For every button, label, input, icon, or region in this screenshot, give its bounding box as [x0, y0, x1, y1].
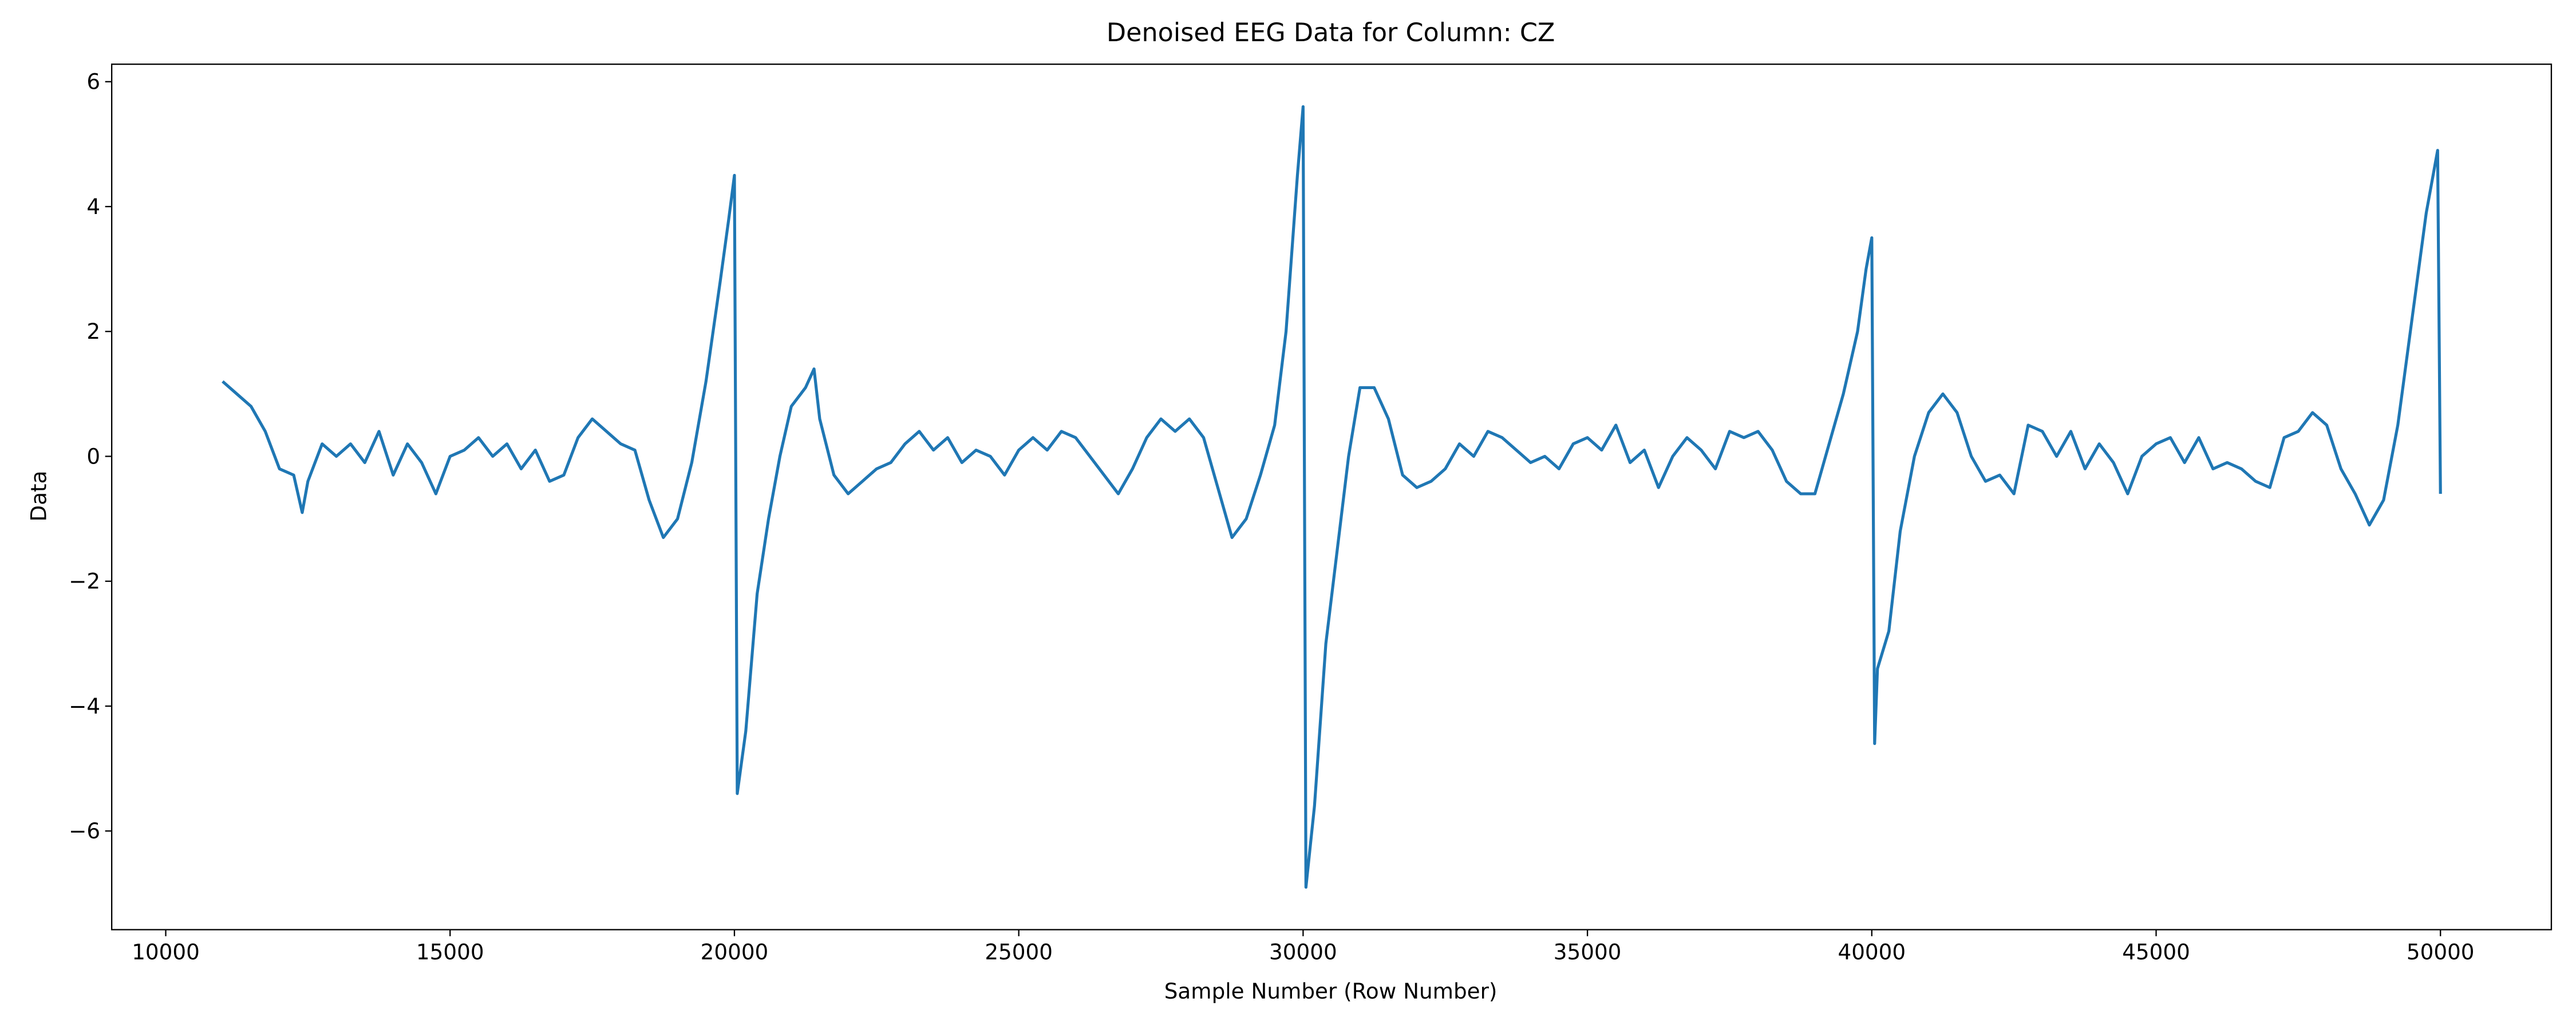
data-line: [222, 105, 2442, 889]
x-tick-label: 30000: [1269, 939, 1337, 964]
y-tick-label: 4: [86, 194, 100, 219]
y-tick-label: 6: [86, 69, 100, 94]
y-tick-label: −6: [69, 818, 100, 843]
x-tick-label: 10000: [132, 939, 200, 964]
y-tick-label: 2: [86, 319, 100, 344]
y-tick-label: −4: [69, 694, 100, 719]
y-axis-label: Data: [26, 470, 51, 521]
y-tick-label: 0: [86, 443, 100, 469]
x-axis-label: Sample Number (Row Number): [1164, 978, 1498, 1004]
x-tick-label: 25000: [985, 939, 1053, 964]
x-tick-label: 20000: [701, 939, 769, 964]
chart-title: Denoised EEG Data for Column: CZ: [1107, 18, 1555, 47]
x-tick-label: 35000: [1554, 939, 1622, 964]
plot-frame: [111, 64, 2553, 930]
x-tick-label: 50000: [2407, 939, 2475, 964]
x-tick-label: 40000: [1838, 939, 1906, 964]
x-tick-label: 15000: [416, 939, 484, 964]
y-tick-label: −2: [69, 569, 100, 594]
x-tick-label: 45000: [2122, 939, 2190, 964]
